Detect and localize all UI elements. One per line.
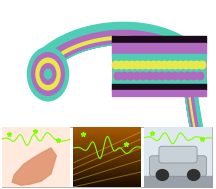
Circle shape	[165, 72, 172, 80]
Circle shape	[196, 72, 204, 80]
Circle shape	[114, 72, 122, 80]
Polygon shape	[182, 60, 199, 146]
Circle shape	[171, 61, 179, 69]
Polygon shape	[183, 160, 201, 174]
Circle shape	[140, 72, 147, 80]
Circle shape	[139, 61, 147, 69]
Polygon shape	[184, 162, 199, 172]
Polygon shape	[180, 61, 195, 147]
Circle shape	[121, 72, 128, 80]
Circle shape	[160, 61, 168, 69]
Circle shape	[150, 61, 157, 69]
Circle shape	[156, 170, 168, 180]
Polygon shape	[176, 149, 200, 165]
Circle shape	[187, 61, 195, 69]
Polygon shape	[182, 159, 202, 175]
Circle shape	[177, 61, 184, 69]
Circle shape	[155, 61, 163, 69]
Polygon shape	[172, 145, 204, 169]
Circle shape	[127, 72, 134, 80]
Bar	[2, 127, 212, 187]
Circle shape	[134, 61, 141, 69]
Circle shape	[193, 61, 200, 69]
Polygon shape	[170, 143, 206, 171]
Circle shape	[133, 72, 141, 80]
Polygon shape	[170, 143, 206, 171]
Polygon shape	[42, 36, 185, 71]
Circle shape	[184, 72, 191, 80]
Polygon shape	[182, 159, 202, 175]
Ellipse shape	[40, 63, 57, 85]
Polygon shape	[180, 61, 197, 147]
Ellipse shape	[35, 57, 61, 91]
Polygon shape	[45, 40, 183, 74]
Circle shape	[146, 72, 153, 80]
Ellipse shape	[31, 52, 65, 96]
FancyBboxPatch shape	[159, 146, 197, 163]
Polygon shape	[187, 59, 206, 145]
Circle shape	[118, 61, 125, 69]
Polygon shape	[184, 60, 202, 146]
FancyBboxPatch shape	[149, 156, 206, 176]
Ellipse shape	[44, 68, 52, 80]
Polygon shape	[174, 147, 202, 167]
Circle shape	[187, 170, 200, 180]
Bar	[112, 36, 206, 96]
Circle shape	[112, 61, 120, 69]
Circle shape	[158, 72, 166, 80]
Circle shape	[152, 72, 160, 80]
Circle shape	[182, 61, 190, 69]
Circle shape	[177, 72, 185, 80]
Circle shape	[171, 72, 179, 80]
Circle shape	[128, 61, 136, 69]
Ellipse shape	[27, 46, 69, 101]
Polygon shape	[31, 22, 193, 65]
Polygon shape	[37, 30, 189, 69]
Polygon shape	[48, 44, 180, 74]
Circle shape	[198, 61, 206, 69]
Circle shape	[166, 61, 173, 69]
Polygon shape	[12, 148, 56, 185]
Polygon shape	[186, 163, 197, 170]
Circle shape	[123, 61, 130, 69]
Circle shape	[145, 61, 152, 69]
Circle shape	[190, 72, 197, 80]
